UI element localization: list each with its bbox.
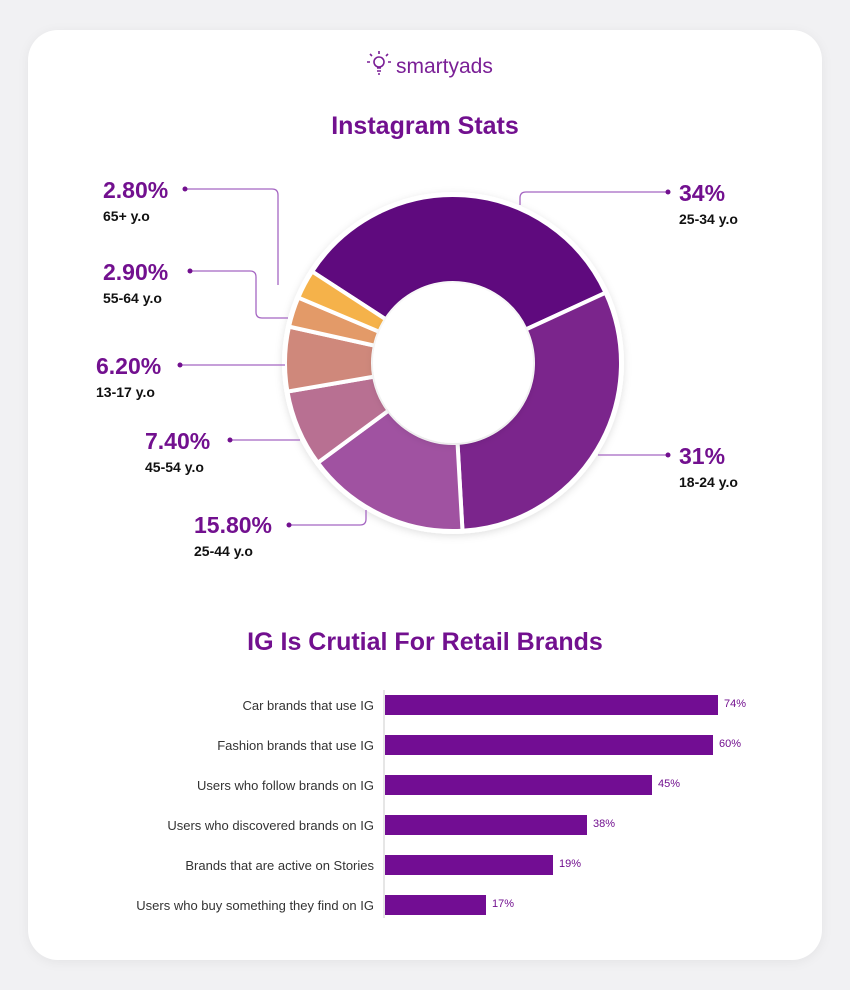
bar-value-label: 45%	[658, 778, 681, 790]
slice-category: 55-64 y.o	[103, 290, 162, 306]
slice-value: 6.20%	[96, 353, 162, 379]
bar-value-label: 19%	[559, 858, 582, 870]
donut-chart	[282, 192, 624, 534]
bar-chart	[385, 695, 718, 915]
bar-category-label: Users who buy something they find on IG	[136, 898, 374, 913]
slice-label-25-34: 34% 25-34 y.o	[679, 180, 738, 227]
slice-value: 7.40%	[145, 428, 211, 454]
bar-value-label: 38%	[593, 818, 616, 830]
slice-label-45-54: 7.40% 45-54 y.o	[145, 428, 210, 475]
bar-title: IG Is Crutial For Retail Brands	[247, 628, 603, 656]
donut-title: Instagram Stats	[331, 112, 519, 140]
slice-label-13-17: 6.20% 13-17 y.o	[96, 353, 161, 400]
bar	[385, 815, 587, 835]
bar-value-label: 17%	[492, 898, 515, 910]
bar	[385, 775, 652, 795]
slice-label-55-64: 2.90% 55-64 y.o	[103, 259, 168, 306]
slice-value: 2.90%	[103, 259, 169, 285]
leader-line	[190, 270, 288, 319]
leader-dots	[177, 186, 671, 528]
bar-category-label: Car brands that use IG	[242, 698, 374, 713]
bar	[385, 735, 713, 755]
bar-category-label: Fashion brands that use IG	[217, 738, 374, 753]
leader-line	[289, 510, 367, 526]
bar-value-label: 74%	[724, 698, 747, 710]
slice-label-25-44: 15.80% 25-44 y.o	[194, 512, 272, 559]
bar	[385, 895, 486, 915]
bar-category-label: Users who follow brands on IG	[196, 778, 374, 793]
slice-value: 34%	[679, 180, 726, 206]
lightbulb-icon	[366, 50, 392, 84]
slice-category: 25-34 y.o	[679, 211, 738, 227]
slice-category: 45-54 y.o	[145, 459, 204, 475]
slice-category: 65+ y.o	[103, 208, 150, 224]
brand-logo: smartyads	[366, 50, 493, 84]
slice-value: 31%	[679, 443, 726, 469]
slice-label-18-24: 31% 18-24 y.o	[679, 443, 738, 490]
bar	[385, 695, 718, 715]
slice-value: 2.80%	[103, 177, 169, 203]
brand-name: smartyads	[396, 55, 493, 78]
bar-category-label: Users who discovered brands on IG	[167, 818, 374, 833]
slice-category: 18-24 y.o	[679, 474, 738, 490]
leader-lines	[180, 188, 668, 526]
donut-hole	[373, 283, 533, 443]
slice-category: 13-17 y.o	[96, 384, 155, 400]
leader-line	[519, 191, 668, 205]
bar-value-label: 60%	[719, 738, 742, 750]
slice-label-65plus: 2.80% 65+ y.o	[103, 177, 168, 224]
bar	[385, 855, 553, 875]
leader-line	[185, 188, 279, 285]
slice-value: 15.80%	[194, 512, 273, 538]
slice-category: 25-44 y.o	[194, 543, 253, 559]
bar-category-label: Brands that are active on Stories	[185, 858, 374, 873]
